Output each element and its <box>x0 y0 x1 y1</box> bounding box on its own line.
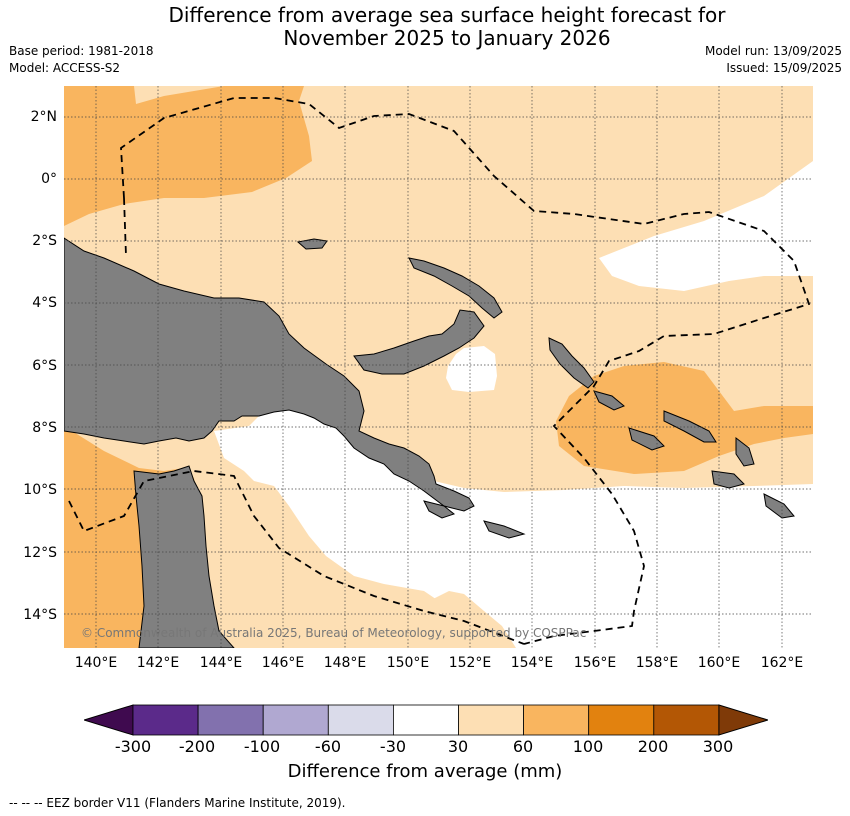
colorbar-cell <box>653 704 720 736</box>
lat-label: 2°N <box>30 109 57 125</box>
colorbar-cell <box>197 704 264 736</box>
lat-label: 10°S <box>23 482 57 498</box>
eez-legend-note: -- -- -- EEZ border V11 (Flanders Marine… <box>9 796 346 810</box>
lat-label: 0° <box>41 171 57 187</box>
meta-right: Model run: 13/09/2025 Issued: 15/09/2025 <box>705 43 842 77</box>
bougainville-land <box>548 337 595 389</box>
solomon-islands-land <box>593 390 717 451</box>
lon-label: 162°E <box>760 655 804 671</box>
new-britain-land <box>353 309 485 375</box>
lon-label: 142°E <box>136 655 180 671</box>
lat-label: 14°S <box>23 607 57 623</box>
lat-label: 2°S <box>32 233 57 249</box>
colorbar-tick: -200 <box>178 737 216 756</box>
colorbar-cell <box>523 704 590 736</box>
colorbar-cell <box>262 704 329 736</box>
colorbar-tick: 300 <box>702 737 734 756</box>
colorbar-cell <box>132 704 199 736</box>
colorbar-tick: 30 <box>447 737 469 756</box>
title-line-1: Difference from average sea surface heig… <box>168 3 726 27</box>
australia-land <box>133 465 235 648</box>
neutral-region-small <box>446 346 497 392</box>
vanuatu-land <box>711 436 795 519</box>
lon-label: 148°E <box>323 655 367 671</box>
lon-label: 158°E <box>635 655 679 671</box>
louisiade-land <box>423 500 526 539</box>
eez-border <box>68 97 811 645</box>
colorbar-tick: -60 <box>314 737 342 756</box>
colorbar-tick: 200 <box>637 737 669 756</box>
chart-title: Difference from average sea surface heig… <box>0 4 850 50</box>
copyright-notice: © Commonwealth of Australia 2025, Bureau… <box>81 626 587 640</box>
title-line-2: November 2025 to January 2026 <box>283 26 611 50</box>
colorbar-cell <box>588 704 655 736</box>
lon-label: 152°E <box>448 655 492 671</box>
map-panel[interactable]: © Commonwealth of Australia 2025, Bureau… <box>64 86 813 648</box>
graticule <box>64 86 813 648</box>
lon-label: 144°E <box>199 655 243 671</box>
lat-label: 4°S <box>32 295 57 311</box>
new-ireland-land <box>408 257 503 319</box>
colorbar-tick: -100 <box>243 737 281 756</box>
colorbar-tick: 100 <box>572 737 604 756</box>
positive-region-northwest <box>64 86 312 226</box>
positive-region-solomon <box>556 362 813 474</box>
colorbar <box>84 704 768 736</box>
colorbar-cell <box>458 704 524 736</box>
map-svg <box>64 86 813 648</box>
issued-date: Issued: 15/09/2025 <box>726 61 842 75</box>
manus-island-land <box>296 238 328 250</box>
meta-left: Base period: 1981-2018 Model: ACCESS-S2 <box>9 43 154 77</box>
lon-label: 146°E <box>261 655 305 671</box>
lat-label: 8°S <box>32 420 57 436</box>
lon-label: 140°E <box>74 655 118 671</box>
neutral-region-east <box>599 161 813 291</box>
base-period: Base period: 1981-2018 <box>9 44 154 58</box>
colorbar-cell <box>327 704 394 736</box>
model-name: Model: ACCESS-S2 <box>9 61 121 75</box>
colorbar-cell <box>392 704 459 736</box>
light-region-south <box>409 591 516 648</box>
lon-label: 160°E <box>697 655 741 671</box>
lon-label: 156°E <box>573 655 617 671</box>
colorbar-tick: 60 <box>512 737 534 756</box>
colorbar-title: Difference from average (mm) <box>287 761 563 782</box>
lat-label: 6°S <box>32 358 57 374</box>
colorbar-tick: -30 <box>379 737 407 756</box>
lat-label: 12°S <box>23 545 57 561</box>
colorbar-extension-low <box>84 704 134 736</box>
lon-label: 154°E <box>510 655 554 671</box>
lon-label: 150°E <box>386 655 430 671</box>
model-run: Model run: 13/09/2025 <box>704 44 842 58</box>
colorbar-extension-high <box>718 704 768 736</box>
neutral-region-south <box>214 408 813 648</box>
colorbar-tick: -300 <box>114 737 152 756</box>
